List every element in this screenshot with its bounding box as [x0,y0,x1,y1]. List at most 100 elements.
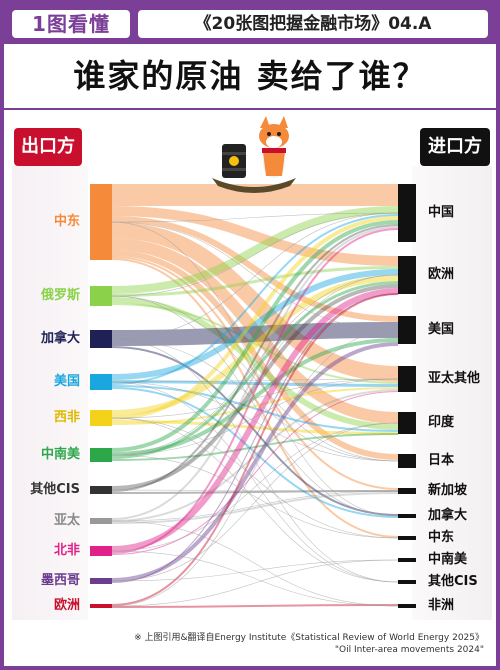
flow-亚太-亚太其他 [111,389,399,522]
exporter-node-俄罗斯 [90,286,112,306]
flow-中南美-欧洲 [111,281,399,459]
flow-美国-中国 [111,214,399,385]
minor-flow-line [111,417,399,539]
minor-flow-line [111,274,399,456]
flow-欧洲-欧洲 [111,293,399,606]
exporter-label: 加拿大 [40,331,80,346]
minor-flow-line [111,381,399,462]
importer-node-中国 [398,184,416,242]
flow-美国-加拿大 [111,387,399,518]
flow-中东-欧洲 [111,206,399,266]
boat-shape [212,178,296,193]
footnote-line-2: "Oil Inter-area movements 2024" [334,645,484,655]
flow-中东-美国 [111,216,399,322]
flow-俄罗斯-欧洲 [111,266,399,297]
flow-中东-新加坡 [111,256,399,490]
minor-flow-line [111,489,399,492]
footnote-line-1: ※ 上图引用&翻译自Energy Institute《Statistical R… [134,633,484,643]
importer-label: 中国 [428,205,455,220]
flow-其他CIS-中国 [111,224,399,492]
flow-北非-欧洲 [111,288,399,552]
fox-oil-barrel-illustration [212,116,296,193]
minor-flow-line [111,295,399,517]
exporter-label: 中东 [53,214,80,229]
importer-label: 欧洲 [428,267,455,282]
flow-加拿大-美国 [111,322,399,346]
exporter-title: 出口方 [14,128,82,166]
minor-flow-line [111,520,399,607]
exporter-node-其他CIS [90,486,112,494]
flow-墨西哥-欧洲 [111,293,399,583]
importer-node-美国 [398,316,416,344]
importer-label: 亚太其他 [428,371,481,386]
minor-flow-line [111,378,399,383]
exporter-label: 美国 [53,374,80,389]
flow-中南美-美国 [111,338,399,456]
exporter-label: 亚太 [53,513,80,528]
minor-flow-line [111,274,399,491]
minor-flow-line [111,381,399,583]
title-divider [4,108,496,110]
importer-node-亚太其他 [398,366,416,392]
exporter-node-加拿大 [90,330,112,348]
series-title: 《20张图把握金融市场》04.A [138,10,488,38]
minor-flow-line [111,422,399,582]
flow-西非-中国 [111,216,399,420]
flow-中东-印度 [111,238,399,424]
exporter-label: 北非 [53,543,80,558]
flow-北非-亚太其他 [111,391,399,555]
flow-diagram [90,183,416,608]
minor-flow-line [111,212,399,340]
minor-flow-line [111,212,399,223]
importer-node-新加坡 [398,488,416,494]
top-banner: 1图看懂 《20张图把握金融市场》04.A [4,4,496,44]
importer-label: 中南美 [428,552,468,567]
exporter-node-美国 [90,374,112,390]
importer-node-其他CIS [398,580,416,584]
exporter-node-北非 [90,546,112,556]
flow-西非-印度 [111,420,399,435]
importer-node-日本 [398,454,416,468]
minor-flow-line [111,550,399,607]
exporter-node-中南美 [90,448,112,462]
importer-label: 中东 [428,530,455,545]
exporter-label: 墨西哥 [40,573,80,588]
source-footnote: ※ 上图引用&翻译自Energy Institute《Statistical R… [14,632,484,656]
flow-中东-亚太其他 [111,222,399,382]
importer-label: 美国 [428,322,455,337]
importer-panel [412,166,492,620]
minor-flow-line [111,378,399,419]
importer-node-欧洲 [398,256,416,294]
exporter-label: 西非 [53,410,80,425]
flow-俄罗斯-中国 [111,206,399,294]
exporter-node-欧洲 [90,604,112,608]
importer-label: 印度 [428,415,455,430]
minor-flow-line [111,338,399,583]
minor-flow-line [111,559,399,607]
page-title: 谁家的原油 卖给了谁？ [73,57,427,95]
importer-label: 日本 [428,453,455,468]
importer-title: 进口方 [420,128,490,166]
minor-flow-line [111,422,399,552]
flow-美国-欧洲 [111,269,399,380]
brand-badge: 1图看懂 [12,10,130,38]
importer-label: 新加坡 [428,483,468,498]
minor-flow-line [111,338,399,462]
importer-label: 加拿大 [428,508,468,523]
flow-俄罗斯-印度 [111,297,399,430]
importer-node-加拿大 [398,514,416,518]
minor-flow-line [111,221,399,517]
flow-北非-中国 [111,228,399,554]
exporter-panel [12,166,88,620]
exporter-node-西非 [90,410,112,426]
importer-label: 其他CIS [428,574,478,589]
exporter-node-墨西哥 [90,578,112,584]
importer-node-中南美 [398,558,416,562]
minor-flow-line [111,329,399,607]
flow-欧洲-非洲 [111,604,399,608]
exporter-node-亚太 [90,518,112,524]
flow-加拿大-加拿大 [111,346,399,516]
flow-亚太-中国 [111,226,399,520]
oil-drop-icon [229,156,239,166]
minor-flow-line [111,454,399,539]
